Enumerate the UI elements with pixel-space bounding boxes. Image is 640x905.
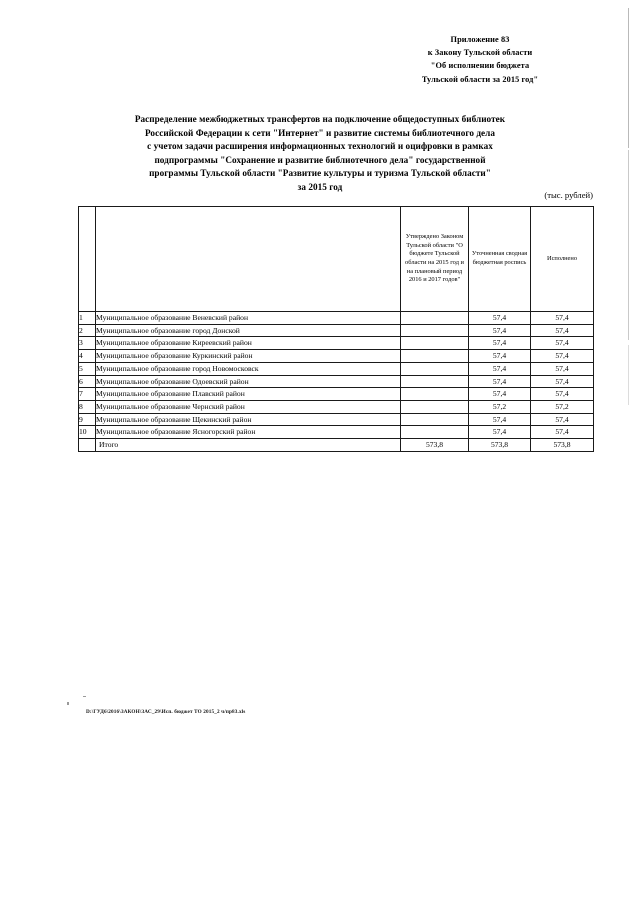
- row-number: 10: [78, 425, 96, 440]
- table-row: 6 Муниципальное образование Одоевский рай…: [78, 374, 594, 389]
- row-number: [78, 438, 96, 452]
- table-total-row: Итого 573,8 573,8 573,8: [78, 438, 594, 452]
- row-name: Муниципальное образование Ясногорский ра…: [95, 425, 401, 440]
- table-row: 4 Муниципальное образование Куркинский ра…: [78, 349, 594, 363]
- row-name: Муниципальное образование город Новомоск…: [95, 361, 401, 376]
- row-executed: 57,4: [530, 374, 594, 389]
- row-specified: 57,4: [468, 387, 531, 401]
- table-row: 7 Муниципальное образование Плавский райо…: [78, 387, 594, 401]
- row-approved: 573,8: [400, 438, 469, 452]
- row-number: 1: [78, 311, 96, 325]
- row-number: 7: [78, 387, 96, 401]
- row-approved: [400, 349, 469, 363]
- row-specified: 57,4: [468, 336, 531, 351]
- row-specified: 57,4: [468, 374, 531, 389]
- row-approved: [400, 399, 469, 414]
- appendix-law-line: к Закону Тульской области: [427, 48, 533, 58]
- column-header-approved: Утверждено Законом Тульской области "О б…: [400, 206, 469, 312]
- appendix-number: Приложение 83: [450, 35, 510, 44]
- row-name: Муниципальное образование Чернский район: [95, 399, 401, 414]
- row-number: 8: [78, 399, 96, 414]
- row-approved: [400, 425, 469, 440]
- table-row: 8 Муниципальное образование Чернский райо…: [78, 399, 594, 414]
- row-approved: [400, 311, 469, 325]
- row-name: Муниципальное образование Веневский райо…: [95, 311, 401, 325]
- row-approved: [400, 323, 469, 338]
- row-approved: [400, 387, 469, 401]
- distribution-table: Утверждено Законом Тульской области "О б…: [78, 206, 594, 452]
- row-name: Муниципальное образование Одоевский райо…: [95, 374, 401, 389]
- scan-edge-artifact: [628, 345, 629, 405]
- row-name: Итого: [95, 438, 401, 452]
- row-executed: 57,4: [530, 387, 594, 401]
- scan-speck-artifact: [83, 696, 86, 697]
- units-note: (тыс. рублей): [544, 190, 593, 200]
- table-row: 2 Муниципальное образование город Донской…: [78, 323, 594, 338]
- row-executed: 57,4: [530, 336, 594, 351]
- row-executed: 57,4: [530, 311, 594, 325]
- row-executed: 57,2: [530, 399, 594, 414]
- row-specified: 57,4: [468, 425, 531, 440]
- page-title-line-5: программы Тульской области "Развитие кул…: [149, 168, 491, 178]
- row-number: 6: [78, 374, 96, 389]
- row-approved: [400, 374, 469, 389]
- source-file-path: D:\ГУД6\2016\ЗАКОН\ЗАС_29\Исп. бюджет ТО…: [86, 709, 246, 715]
- appendix-law-title-1: "Об исполнении бюджета: [430, 61, 530, 71]
- column-header-specified: Уточненная сводная бюджетная роспись: [468, 206, 531, 312]
- table-row: 10 Муниципальное образование Ясногорский …: [78, 425, 594, 440]
- scan-speck-artifact: [67, 702, 69, 705]
- row-specified: 57,4: [468, 361, 531, 376]
- page-title: Распределение межбюджетных трансфертов н…: [62, 113, 578, 194]
- row-executed: 57,4: [530, 361, 594, 376]
- appendix-law-title-2: Тульской области за 2015 год": [421, 74, 539, 84]
- row-specified: 57,4: [468, 311, 531, 325]
- table-row: 5 Муниципальное образование город Новомос…: [78, 361, 594, 376]
- column-header-number: [78, 206, 96, 312]
- column-header-name: [95, 206, 401, 312]
- page-title-line-6: за 2015 год: [297, 181, 343, 192]
- row-name: Муниципальное образование Куркинский рай…: [95, 349, 401, 363]
- table-header-row: Утверждено Законом Тульской области "О б…: [78, 206, 594, 312]
- row-name: Муниципальное образование Щекинский райо…: [95, 412, 401, 427]
- row-executed: 57,4: [530, 412, 594, 427]
- scan-edge-artifact: [628, 8, 629, 148]
- row-specified: 57,4: [468, 349, 531, 363]
- page-title-line-4: подпрограммы "Сохранение и развитие библ…: [154, 154, 486, 165]
- row-number: 2: [78, 323, 96, 338]
- page-title-line-2: Российской Федерации к сети "Интернет" и…: [145, 127, 495, 138]
- table-row: 3 Муниципальное образование Киреевский ра…: [78, 336, 594, 351]
- row-specified: 57,4: [468, 412, 531, 427]
- row-approved: [400, 336, 469, 351]
- row-specified: 573,8: [468, 438, 531, 452]
- distribution-table-wrapper: Утверждено Законом Тульской области "О б…: [78, 206, 594, 452]
- table-body: 1 Муниципальное образование Веневский рай…: [78, 311, 594, 452]
- row-number: 9: [78, 412, 96, 427]
- table-header: Утверждено Законом Тульской области "О б…: [78, 206, 594, 312]
- row-number: 3: [78, 336, 96, 351]
- column-header-executed: Исполнено: [530, 206, 594, 312]
- row-specified: 57,2: [468, 399, 531, 414]
- row-name: Муниципальное образование Киреевский рай…: [95, 336, 401, 351]
- row-executed: 57,4: [530, 425, 594, 440]
- row-number: 5: [78, 361, 96, 376]
- table-row: 1 Муниципальное образование Веневский рай…: [78, 311, 594, 325]
- row-approved: [400, 361, 469, 376]
- row-approved: [400, 412, 469, 427]
- scan-edge-artifact: [628, 150, 629, 340]
- row-name: Муниципальное образование Плавский район: [95, 387, 401, 401]
- row-name: Муниципальное образование город Донской: [95, 323, 401, 338]
- page-title-line-3: с учетом задачи расширения информационны…: [147, 141, 493, 151]
- table-row: 9 Муниципальное образование Щекинский рай…: [78, 412, 594, 427]
- row-executed: 57,4: [530, 323, 594, 338]
- row-specified: 57,4: [468, 323, 531, 338]
- row-executed: 573,8: [530, 438, 594, 452]
- appendix-reference-block: Приложение 83 к Закону Тульской области …: [360, 33, 600, 86]
- row-number: 4: [78, 349, 96, 363]
- page-title-line-1: Распределение межбюджетных трансфертов н…: [134, 114, 506, 124]
- row-executed: 57,4: [530, 349, 594, 363]
